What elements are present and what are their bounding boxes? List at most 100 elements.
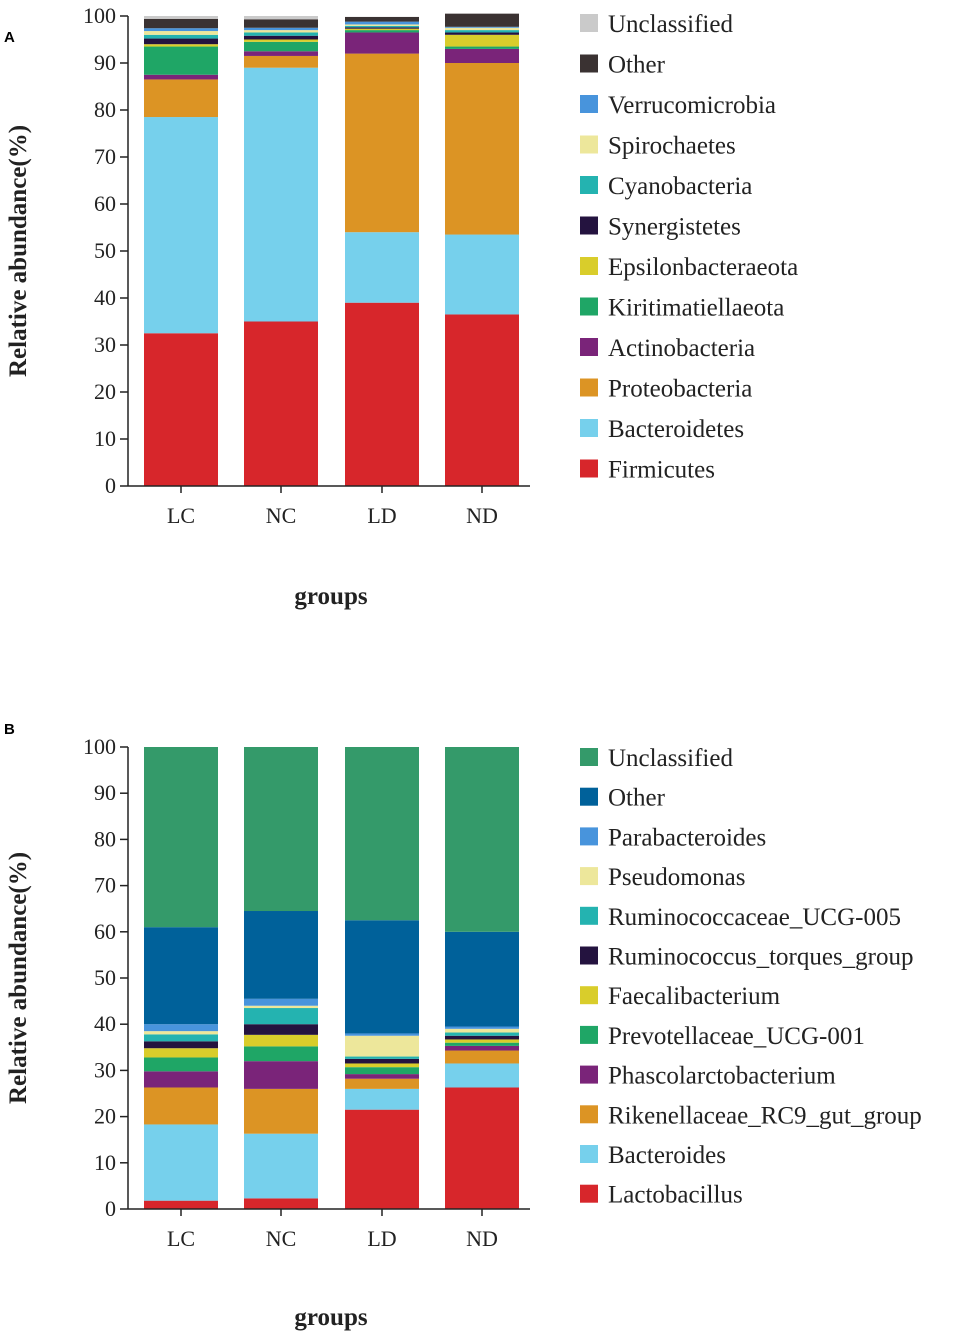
bar-segment-cyanobacteria xyxy=(144,34,218,39)
legend-label: Prevotellaceae_UCG-001 xyxy=(608,1023,865,1050)
bar-segment-ruminococcaceae-ucg-005 xyxy=(144,1034,218,1042)
legend-label: Verrucomicrobia xyxy=(608,92,776,119)
bar-segment-other xyxy=(345,920,419,1034)
bar-segment-proteobacteria xyxy=(345,53,419,233)
bar-segment-cyanobacteria xyxy=(244,32,318,36)
legend-swatch xyxy=(580,986,598,1005)
bar-segment-synergistetes xyxy=(445,32,519,35)
bar-segment-rikenellaceae-rc9-gut-group xyxy=(345,1078,419,1089)
legend-swatch xyxy=(580,1025,598,1044)
legend-label: Other xyxy=(608,785,666,812)
legend-label: Proteobacteria xyxy=(608,376,752,403)
legend-item: Cyanobacteria xyxy=(580,173,752,200)
legend-label: Faecalibacterium xyxy=(608,983,781,1010)
y-tick-label: 10 xyxy=(94,426,116,451)
legend-label: Phascolarctobacterium xyxy=(608,1063,836,1090)
legend-swatch xyxy=(580,95,598,113)
bar-segment-actinobacteria xyxy=(244,51,318,56)
panel-label: B xyxy=(4,721,15,738)
bar-segment-firmicutes xyxy=(345,302,419,486)
bar-segment-parabacteroides xyxy=(144,1024,218,1032)
legend-item: Bacteroides xyxy=(580,1142,726,1169)
bar-segment-faecalibacterium xyxy=(345,1063,419,1068)
legend-item: Lactobacillus xyxy=(580,1182,743,1209)
legend-label: Unclassified xyxy=(608,745,733,772)
y-tick-label: 70 xyxy=(94,144,116,169)
legend-item: Rikenellaceae_RC9_gut_group xyxy=(580,1102,922,1129)
bar-segment-bacteroides xyxy=(345,1088,419,1110)
bar-segment-ruminococcaceae-ucg-005 xyxy=(445,1032,519,1036)
x-axis-title: groups xyxy=(294,1304,367,1331)
bar-segment-rikenellaceae-rc9-gut-group xyxy=(144,1087,218,1125)
x-tick-label: ND xyxy=(466,1226,498,1251)
bar-segment-spirochaetes xyxy=(244,30,318,33)
legend-swatch xyxy=(580,946,598,965)
bar-segment-proteobacteria xyxy=(144,79,218,118)
bar-segment-spirochaetes xyxy=(445,27,519,31)
bar-nc xyxy=(244,16,318,486)
x-tick-label: ND xyxy=(466,503,498,528)
bar-segment-firmicutes xyxy=(144,333,218,486)
x-tick-label: LD xyxy=(367,1226,396,1251)
bar-segment-faecalibacterium xyxy=(445,1039,519,1043)
bar-segment-kiritimatiellaeota xyxy=(144,46,218,75)
y-tick-label: 50 xyxy=(94,238,116,263)
bar-segment-other xyxy=(445,13,519,27)
bar-segment-parabacteroides xyxy=(345,1033,419,1036)
y-tick-label: 60 xyxy=(94,191,116,216)
bar-segment-kiritimatiellaeota xyxy=(445,46,519,49)
bar-segment-ruminococcus-torques-group xyxy=(445,1035,519,1040)
y-tick-label: 80 xyxy=(94,826,116,851)
legend-item: Phascolarctobacterium xyxy=(580,1063,836,1090)
bar-nd xyxy=(445,747,519,1209)
bar-segment-actinobacteria xyxy=(445,48,519,63)
bar-segment-unclassified xyxy=(144,16,218,19)
legend-swatch xyxy=(580,1145,598,1163)
y-tick-label: 70 xyxy=(94,873,116,898)
y-tick-label: 30 xyxy=(94,332,116,357)
bar-segment-pseudomonas xyxy=(445,1028,519,1033)
y-tick-label: 50 xyxy=(94,965,116,990)
bar-segment-actinobacteria xyxy=(144,74,218,80)
bar-segment-other xyxy=(445,931,519,1027)
legend-label: Parabacteroides xyxy=(608,824,766,851)
legend-swatch xyxy=(580,906,598,925)
bar-segment-spirochaetes xyxy=(144,31,218,35)
bar-ld xyxy=(345,747,419,1209)
legend-swatch xyxy=(580,54,598,73)
bar-segment-synergistetes xyxy=(345,27,419,29)
legend-swatch xyxy=(580,748,598,766)
legend-item: Verrucomicrobia xyxy=(580,92,776,119)
x-tick-label: LD xyxy=(367,503,396,528)
bar-segment-faecalibacterium xyxy=(144,1048,218,1058)
bar-segment-faecalibacterium xyxy=(244,1034,318,1047)
bar-segment-bacteroides xyxy=(144,1124,218,1201)
legend-swatch xyxy=(580,338,598,356)
bar-segment-ruminococcus-torques-group xyxy=(144,1041,218,1049)
bar-segment-cyanobacteria xyxy=(445,30,519,33)
x-tick-label: LC xyxy=(167,1226,195,1251)
bar-segment-bacteroidetes xyxy=(445,234,519,315)
y-tick-label: 100 xyxy=(83,734,116,759)
x-axis-title: groups xyxy=(294,583,367,610)
bar-segment-ruminococcus-torques-group xyxy=(345,1058,419,1064)
bar-segment-phascolarctobacterium xyxy=(445,1045,519,1051)
bar-segment-verrucomicrobia xyxy=(445,26,519,28)
bar-segment-actinobacteria xyxy=(345,32,419,54)
y-tick-label: 100 xyxy=(83,3,116,28)
legend-label: Synergistetes xyxy=(608,214,741,241)
bar-segment-prevotellaceae-ucg-001 xyxy=(244,1046,318,1062)
bar-segment-verrucomicrobia xyxy=(345,21,419,25)
bar-segment-phascolarctobacterium xyxy=(244,1061,318,1089)
legend-label: Epsilonbacteraeota xyxy=(608,254,798,281)
legend-item: Ruminococcus_torques_group xyxy=(580,944,914,971)
bar-segment-other xyxy=(244,19,318,28)
y-tick-label: 80 xyxy=(94,97,116,122)
bar-segment-verrucomicrobia xyxy=(244,27,318,31)
y-tick-label: 40 xyxy=(94,1011,116,1036)
bar-lc xyxy=(144,747,218,1209)
legend-label: Ruminococcaceae_UCG-005 xyxy=(608,904,901,931)
bar-segment-parabacteroides xyxy=(244,998,318,1006)
legend-swatch xyxy=(580,827,598,846)
